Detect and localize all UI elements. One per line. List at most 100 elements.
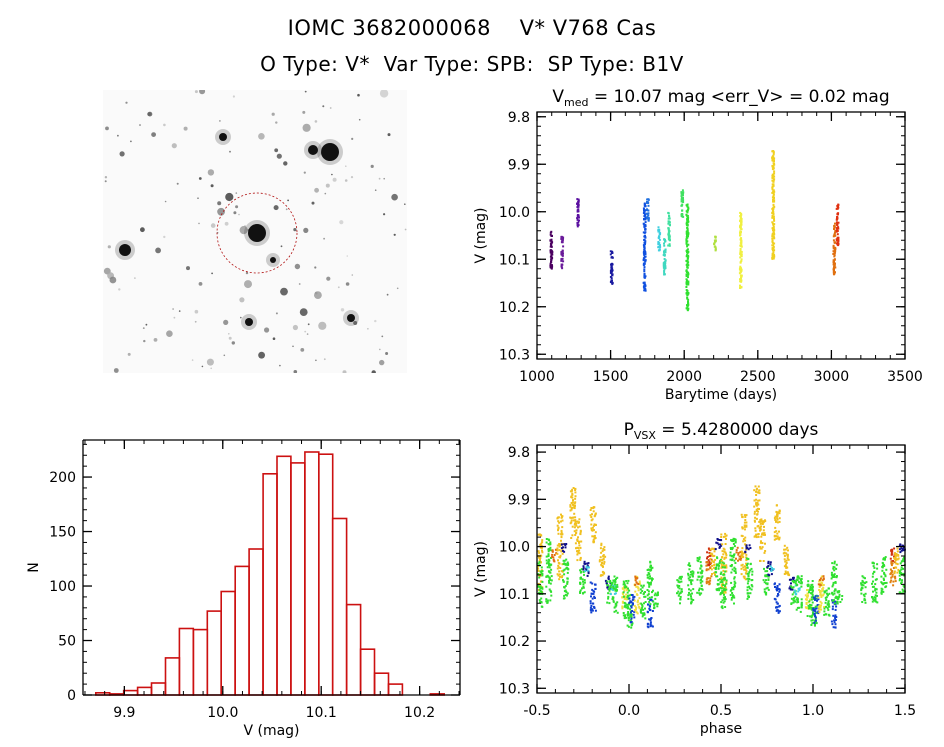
data-point (577, 199, 580, 202)
data-point (722, 589, 725, 592)
data-point (766, 582, 769, 585)
data-point (560, 513, 562, 516)
data-point (749, 547, 752, 549)
data-point (687, 577, 690, 580)
data-point (871, 582, 873, 585)
y-tick-label: 10.2 (499, 300, 530, 316)
data-point (594, 523, 597, 526)
data-point (593, 537, 596, 540)
data-point (570, 495, 573, 498)
data-point (811, 593, 814, 596)
data-point (833, 619, 836, 622)
data-point (587, 562, 590, 565)
data-point (760, 535, 763, 538)
star (342, 370, 347, 373)
data-point (687, 303, 690, 306)
data-point (677, 594, 680, 597)
data-point (539, 546, 542, 549)
data-point (679, 598, 682, 601)
data-point (609, 593, 612, 596)
data-point (699, 571, 702, 574)
data-point (593, 506, 596, 509)
data-point (764, 519, 766, 522)
data-point (687, 264, 690, 267)
star (404, 203, 406, 205)
data-point (634, 590, 637, 593)
data-point (663, 273, 666, 276)
data-point (590, 516, 593, 518)
x-tick-label: 0.5 (710, 703, 732, 719)
data-point (576, 209, 579, 212)
star (275, 312, 278, 315)
data-point (740, 277, 742, 280)
data-point (721, 578, 724, 581)
data-point (688, 579, 691, 582)
data-point (628, 597, 631, 600)
data-point (874, 600, 877, 603)
data-point (899, 562, 902, 565)
data-point (677, 580, 680, 583)
data-point (611, 250, 613, 253)
data-point (651, 591, 653, 594)
data-point (836, 223, 839, 226)
star (223, 319, 229, 325)
data-point (686, 257, 689, 260)
data-point (746, 577, 749, 580)
data-point (547, 570, 550, 573)
data-point (831, 608, 834, 611)
data-point (744, 539, 747, 542)
data-point (713, 566, 716, 569)
data-point (611, 583, 614, 586)
data-point (778, 583, 781, 586)
data-point (772, 257, 775, 260)
data-point (820, 590, 823, 593)
data-point (651, 577, 653, 580)
data-point (561, 533, 564, 536)
data-point (794, 591, 797, 594)
data-point (711, 573, 713, 575)
data-point (719, 558, 722, 561)
data-point (827, 608, 830, 611)
data-point (834, 266, 837, 269)
data-point (740, 513, 743, 516)
data-point (788, 578, 791, 581)
data-point (771, 214, 774, 217)
data-point (738, 558, 741, 561)
data-point (758, 489, 761, 492)
data-point (771, 191, 774, 194)
data-point (637, 589, 640, 592)
data-point (547, 550, 550, 553)
data-point (648, 582, 651, 585)
data-point (578, 552, 581, 555)
data-point (819, 577, 822, 580)
data-point (744, 519, 747, 521)
star (229, 150, 231, 153)
data-point (810, 616, 813, 619)
data-point (890, 564, 893, 567)
data-point (611, 281, 613, 284)
data-point (720, 544, 723, 547)
data-point (719, 581, 722, 584)
star (396, 287, 399, 290)
data-point (755, 533, 758, 536)
data-point (649, 603, 652, 606)
data-point (790, 585, 793, 588)
data-point (685, 271, 688, 274)
data-point (720, 583, 723, 586)
data-point (778, 536, 781, 539)
data-point (841, 595, 844, 597)
data-point (657, 236, 660, 239)
data-point (769, 565, 772, 568)
data-point (680, 191, 683, 194)
data-point (669, 239, 671, 242)
data-point (749, 562, 752, 565)
data-point (706, 556, 709, 558)
star (235, 205, 239, 209)
data-point (723, 598, 726, 600)
data-point (810, 592, 813, 595)
data-point (881, 588, 884, 591)
data-point (740, 276, 743, 279)
star (217, 207, 225, 216)
data-point (860, 589, 863, 592)
data-point (643, 253, 646, 256)
